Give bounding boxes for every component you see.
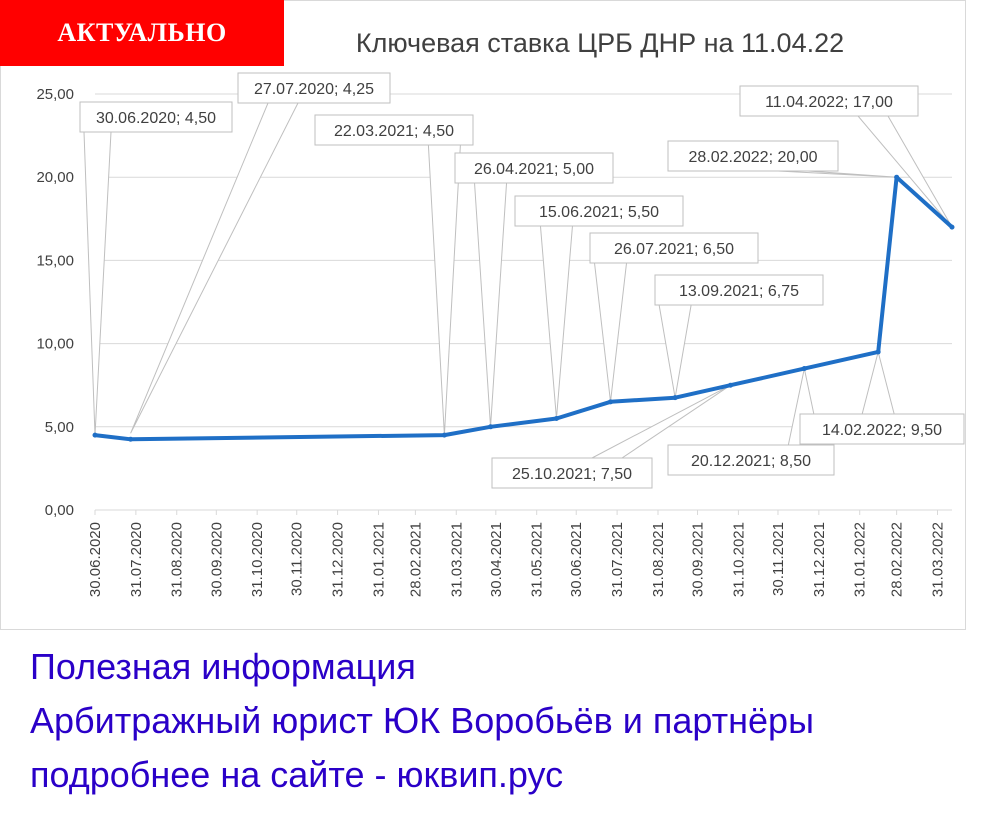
callout-box	[667, 140, 839, 172]
actual-badge: АКТУАЛЬНО	[0, 0, 284, 66]
data-label: 13.09.2021; 6,75	[679, 283, 799, 300]
callout-box	[491, 457, 653, 489]
callout-leader	[130, 102, 299, 434]
x-tick-label: 31.08.2021	[650, 522, 667, 597]
data-label: 22.03.2021; 4,50	[334, 123, 454, 140]
data-label: 27.07.2020; 4,25	[254, 81, 374, 98]
x-tick-label: 28.02.2022	[889, 522, 906, 597]
x-tick-label: 31.01.2021	[370, 522, 387, 597]
data-label: 14.02.2022; 9,50	[822, 422, 942, 439]
callout-leader	[777, 170, 897, 178]
x-tick-label: 31.01.2022	[852, 522, 869, 597]
x-tick-label: 28.02.2021	[407, 522, 424, 597]
callout-box	[454, 152, 614, 184]
data-point	[672, 395, 678, 401]
data-label: 11.04.2022; 17,00	[765, 94, 893, 111]
y-tick-label: 20,00	[36, 169, 74, 186]
x-tick-label: 31.10.2021	[730, 522, 747, 597]
data-point	[608, 399, 614, 405]
callout-box	[739, 85, 919, 117]
callout-leader	[427, 144, 461, 436]
callout-box	[314, 114, 474, 146]
footer-info-title: Полезная информация	[30, 646, 416, 687]
callout-leader	[474, 182, 508, 427]
callout-box	[799, 413, 965, 445]
data-point	[875, 349, 881, 355]
callout-box	[79, 101, 233, 133]
y-tick-label: 0,00	[45, 502, 74, 519]
data-point	[949, 224, 955, 230]
y-tick-label: 15,00	[36, 252, 74, 269]
x-tick-label: 31.05.2021	[529, 522, 546, 597]
x-tick-label: 31.10.2020	[249, 522, 266, 597]
x-tick-label: 30.09.2021	[690, 522, 707, 597]
x-tick-label: 30.09.2020	[208, 522, 225, 597]
x-tick-label: 31.07.2021	[609, 522, 626, 597]
y-tick-label: 25,00	[36, 86, 74, 103]
data-point	[441, 432, 447, 438]
data-point	[488, 424, 494, 430]
chart-title: Ключевая ставка ЦРБ ДНР на 11.04.22	[355, 28, 845, 58]
callout-leader	[861, 351, 895, 415]
y-tick-label: 5,00	[45, 419, 74, 436]
x-tick-label: 30.11.2020	[289, 522, 306, 596]
callout-leader	[83, 131, 112, 436]
x-tick-label: 30.04.2021	[488, 522, 505, 597]
data-label: 20.12.2021; 8,50	[691, 453, 811, 470]
data-label: 26.04.2021; 5,00	[474, 161, 594, 178]
series-line	[93, 175, 954, 442]
data-point	[801, 366, 807, 372]
data-point	[553, 415, 559, 421]
x-tick-label: 31.03.2021	[448, 522, 465, 597]
x-tick-label: 31.03.2022	[929, 522, 946, 597]
x-tick-label: 31.12.2021	[811, 522, 828, 597]
x-tick-label: 31.12.2020	[330, 522, 347, 597]
x-tick-label: 30.11.2021	[770, 522, 787, 596]
data-label: 28.02.2022; 20,00	[688, 149, 817, 166]
x-tick-label: 31.08.2020	[169, 522, 186, 597]
data-point	[727, 382, 733, 388]
x-tick-label: 30.06.2020	[87, 522, 104, 597]
x-tick-label: 30.06.2021	[568, 522, 585, 597]
line-chart: 0,00 5,00 10,00 15,00 20,00 25,00 30.06.2020 3…	[36, 72, 965, 597]
data-label: 15.06.2021; 5,50	[539, 204, 659, 221]
callout-leader	[593, 262, 628, 402]
callout-box	[514, 195, 684, 227]
x-tick-label: 31.07.2020	[128, 522, 145, 597]
footer-site-link[interactable]: подробнее на сайте - юквип.рус	[30, 754, 564, 795]
footer-company-name: Арбитражный юрист ЮК Воробьёв и партнёры	[30, 700, 814, 741]
callout-box	[654, 274, 824, 306]
callout-leader	[658, 304, 692, 398]
callout-box	[589, 232, 759, 264]
callout-leader	[539, 225, 574, 419]
callout-box	[237, 72, 391, 104]
y-tick-label: 10,00	[36, 336, 74, 353]
data-point	[894, 174, 900, 180]
data-label: 25.10.2021; 7,50	[512, 466, 632, 483]
callout-leader	[856, 115, 953, 228]
data-label: 26.07.2021; 6,50	[614, 241, 734, 258]
data-label: 30.06.2020; 4,50	[96, 110, 216, 127]
data-point	[92, 432, 98, 438]
callout-box	[667, 444, 835, 476]
data-point	[128, 436, 134, 442]
